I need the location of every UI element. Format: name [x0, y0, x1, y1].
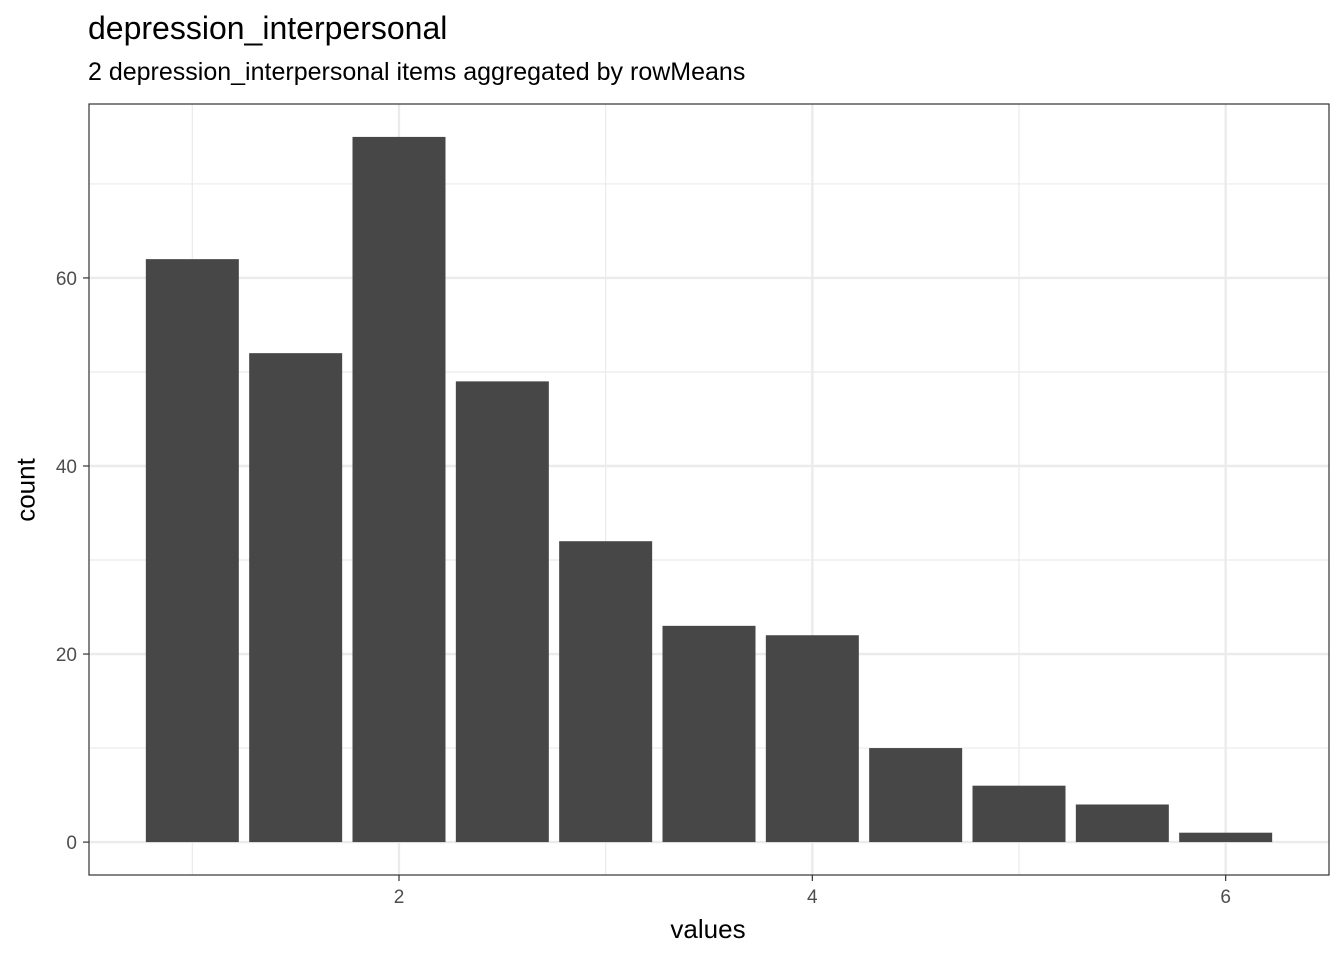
y-tick-label: 20: [56, 645, 77, 666]
histogram-bar: [662, 625, 756, 843]
x-axis-label: values: [670, 914, 746, 944]
y-tick-label: 60: [56, 269, 77, 290]
histogram-bar: [1179, 832, 1273, 843]
histogram-bar: [145, 259, 239, 843]
histogram-bar: [869, 748, 963, 843]
chart-subtitle: 2 depression_interpersonal items aggrega…: [88, 58, 746, 86]
histogram-bar: [352, 136, 446, 843]
histogram-bar: [559, 541, 653, 843]
x-tick-label: 4: [807, 887, 818, 908]
histogram-bar: [765, 635, 859, 843]
y-tick-label: 0: [66, 833, 77, 854]
panel-border: [88, 103, 1330, 876]
histogram-bar: [249, 353, 343, 843]
chart-title: depression_interpersonal: [88, 10, 448, 46]
y-tick-label: 40: [56, 457, 77, 478]
histogram-bar: [1075, 804, 1169, 843]
histogram-bar: [972, 785, 1066, 843]
x-tick-label: 6: [1220, 887, 1231, 908]
histogram-bar: [455, 381, 549, 843]
x-tick-label: 2: [394, 887, 405, 908]
